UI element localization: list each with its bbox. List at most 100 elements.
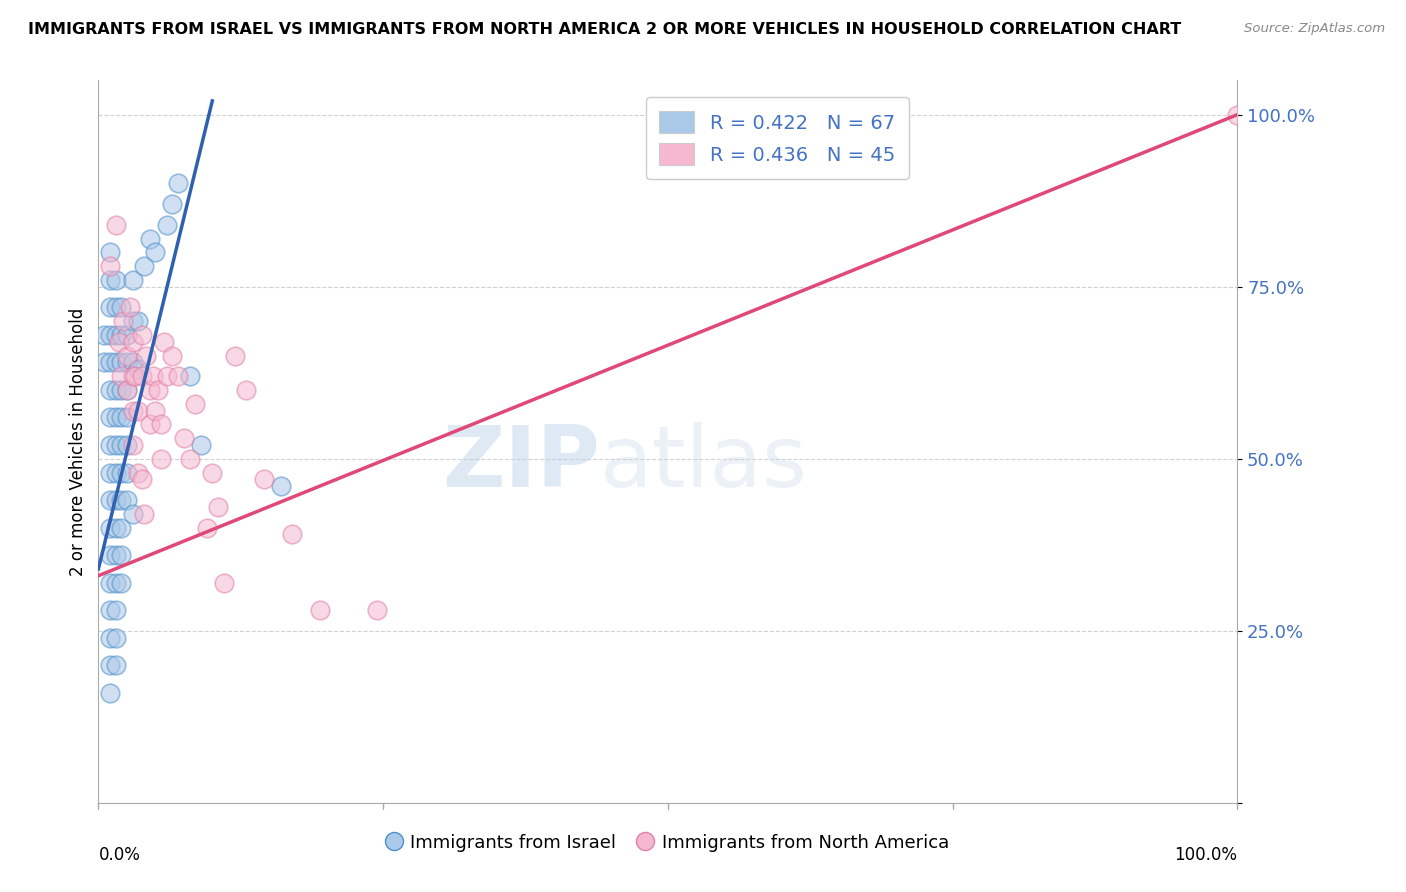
Point — [121, 314, 143, 328]
Point — [104, 301, 127, 315]
Point — [98, 520, 121, 534]
Point — [115, 493, 138, 508]
Point — [120, 301, 142, 315]
Point — [224, 349, 246, 363]
Point — [98, 259, 121, 273]
Y-axis label: 2 or more Vehicles in Household: 2 or more Vehicles in Household — [69, 308, 87, 575]
Point — [121, 273, 143, 287]
Point — [104, 410, 127, 425]
Point — [110, 369, 132, 384]
Point — [190, 438, 212, 452]
Text: ZIP: ZIP — [441, 422, 599, 505]
Point — [98, 603, 121, 617]
Point — [110, 438, 132, 452]
Point — [195, 520, 218, 534]
Point — [104, 355, 127, 369]
Point — [110, 383, 132, 397]
Point — [131, 327, 153, 342]
Point — [207, 500, 229, 514]
Point — [366, 603, 388, 617]
Point — [142, 369, 165, 384]
Legend: Immigrants from Israel, Immigrants from North America: Immigrants from Israel, Immigrants from … — [380, 826, 956, 859]
Point — [98, 466, 121, 480]
Point — [212, 575, 235, 590]
Point — [98, 355, 121, 369]
Point — [110, 575, 132, 590]
Point — [104, 438, 127, 452]
Point — [98, 493, 121, 508]
Point — [146, 383, 169, 397]
Point — [115, 410, 138, 425]
Point — [110, 466, 132, 480]
Point — [98, 548, 121, 562]
Point — [104, 493, 127, 508]
Point — [104, 218, 127, 232]
Point — [98, 410, 121, 425]
Point — [115, 438, 138, 452]
Point — [127, 314, 149, 328]
Point — [104, 520, 127, 534]
Point — [104, 466, 127, 480]
Point — [110, 548, 132, 562]
Point — [127, 403, 149, 417]
Point — [132, 259, 155, 273]
Point — [93, 355, 115, 369]
Point — [98, 575, 121, 590]
Point — [110, 410, 132, 425]
Point — [115, 355, 138, 369]
Point — [98, 273, 121, 287]
Point — [115, 349, 138, 363]
Point — [112, 314, 135, 328]
Point — [201, 466, 224, 480]
Point — [162, 197, 184, 211]
Point — [156, 369, 179, 384]
Point — [138, 383, 160, 397]
Point — [104, 631, 127, 645]
Point — [252, 472, 274, 486]
Point — [110, 327, 132, 342]
Point — [110, 301, 132, 315]
Point — [235, 383, 257, 397]
Text: 0.0%: 0.0% — [98, 847, 141, 864]
Point — [1226, 108, 1249, 122]
Point — [145, 245, 167, 260]
Point — [98, 327, 121, 342]
Point — [98, 301, 121, 315]
Point — [115, 383, 138, 397]
Point — [121, 369, 143, 384]
Point — [98, 245, 121, 260]
Point — [138, 417, 160, 432]
Text: 100.0%: 100.0% — [1174, 847, 1237, 864]
Point — [104, 383, 127, 397]
Point — [108, 334, 131, 349]
Point — [110, 493, 132, 508]
Point — [98, 686, 121, 700]
Point — [115, 466, 138, 480]
Point — [309, 603, 332, 617]
Point — [98, 631, 121, 645]
Point — [124, 369, 146, 384]
Point — [104, 327, 127, 342]
Point — [135, 349, 157, 363]
Text: atlas: atlas — [599, 422, 807, 505]
Point — [104, 658, 127, 673]
Point — [115, 327, 138, 342]
Point — [121, 355, 143, 369]
Point — [121, 507, 143, 521]
Point — [104, 548, 127, 562]
Point — [179, 451, 201, 466]
Point — [115, 383, 138, 397]
Point — [127, 362, 149, 376]
Point — [104, 575, 127, 590]
Point — [98, 438, 121, 452]
Point — [121, 334, 143, 349]
Point — [162, 349, 184, 363]
Point — [127, 466, 149, 480]
Point — [167, 177, 190, 191]
Point — [184, 397, 207, 411]
Point — [281, 527, 304, 541]
Point — [153, 334, 176, 349]
Point — [98, 658, 121, 673]
Text: Source: ZipAtlas.com: Source: ZipAtlas.com — [1244, 22, 1385, 36]
Point — [131, 369, 153, 384]
